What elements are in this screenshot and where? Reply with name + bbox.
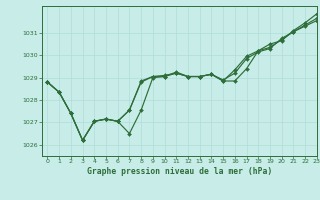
X-axis label: Graphe pression niveau de la mer (hPa): Graphe pression niveau de la mer (hPa): [87, 167, 272, 176]
